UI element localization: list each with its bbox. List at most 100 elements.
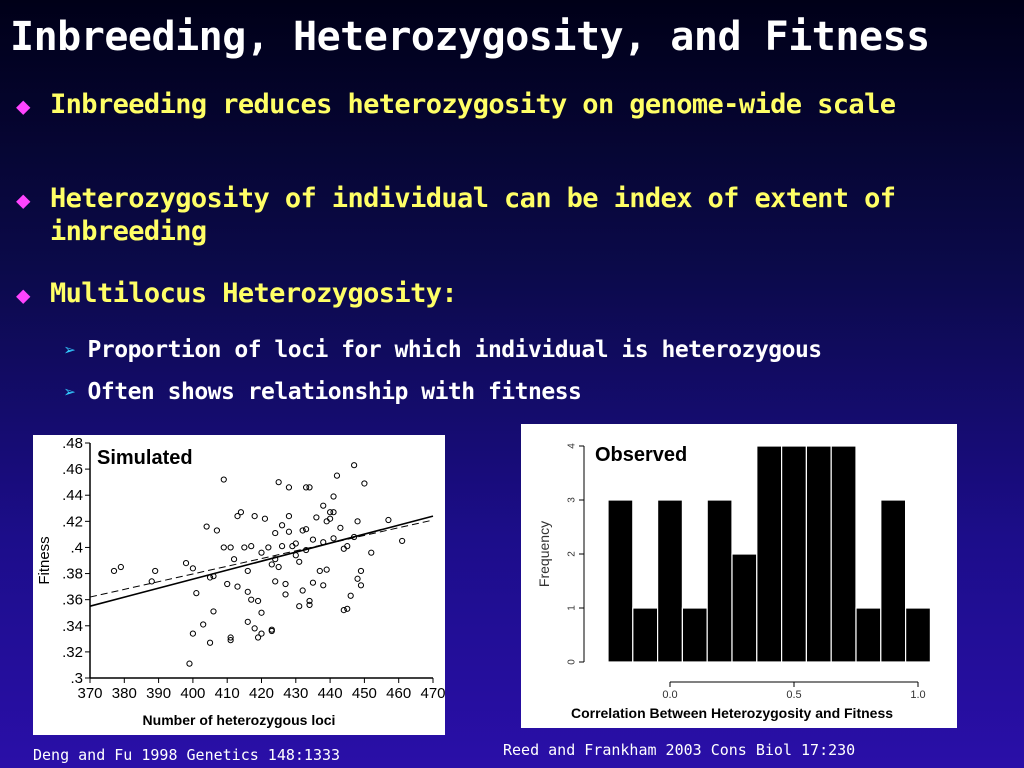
slide-title: Inbreeding, Heterozygosity, and Fitness	[10, 14, 930, 60]
data-point	[261, 515, 269, 522]
data-point	[241, 544, 248, 551]
data-point	[292, 552, 299, 559]
data-point	[340, 607, 347, 614]
data-point	[244, 588, 251, 595]
data-point	[354, 518, 361, 525]
data-point	[272, 529, 279, 537]
x-tick-label: 0.5	[786, 689, 801, 701]
chart-title: Simulated	[97, 447, 193, 469]
data-point	[354, 575, 361, 582]
histogram-bar	[905, 607, 932, 663]
data-point	[200, 621, 207, 628]
histogram-bar	[830, 445, 857, 663]
data-point	[351, 533, 358, 541]
arrow-icon: ➢	[64, 380, 76, 404]
citation-left: Deng and Fu 1998 Genetics 148:1333	[33, 746, 341, 764]
y-tick-label: .42	[62, 513, 83, 530]
data-point	[399, 537, 406, 545]
simulated-scatter-chart: .3 .32 .34 .36 .38 .4 .42 .44 .46 .48 370 380 390 400…	[36, 435, 446, 728]
bullet-inbreeding: ◆ Inbreeding reduces heterozygosity on g…	[16, 88, 976, 121]
arrow-icon: ➢	[64, 338, 76, 362]
data-point	[248, 543, 255, 550]
data-point	[323, 566, 330, 573]
data-point	[309, 536, 317, 543]
x-axis-label: Correlation Between Heterozygosity and F…	[571, 705, 893, 721]
data-point	[244, 567, 251, 575]
subbullet-text: Proportion of loci for which individual …	[87, 337, 823, 363]
data-point	[285, 513, 293, 520]
x-tick-label: 420	[249, 685, 274, 702]
x-tick-label: 380	[112, 685, 137, 702]
data-point	[306, 601, 313, 608]
data-point	[299, 527, 306, 534]
data-point	[254, 634, 262, 641]
data-point	[203, 523, 210, 530]
data-point	[152, 567, 159, 575]
y-tick-label: .4	[70, 539, 83, 556]
subbullet-fitness: ➢ Often shows relationship with fitness	[64, 379, 582, 405]
data-point	[258, 549, 265, 556]
y-tick-label: .32	[62, 644, 83, 661]
data-point	[309, 579, 317, 586]
x-tick-label: 410	[215, 685, 240, 702]
data-point	[278, 522, 286, 529]
data-point	[347, 592, 354, 599]
data-point	[316, 567, 323, 575]
regression-line	[89, 515, 434, 607]
observed-chart-panel: 0 1 2 3 4 0.0 0.5 1.0 Frequency Correlation Betwe…	[521, 424, 957, 728]
data-point	[320, 582, 327, 589]
data-point	[272, 556, 279, 563]
data-point	[302, 546, 310, 554]
data-point	[227, 634, 234, 641]
x-tick-label: 400	[180, 685, 205, 702]
x-tick-label: 460	[386, 685, 411, 702]
data-point	[292, 540, 299, 547]
data-point	[385, 516, 392, 524]
y-tick-label: .3	[70, 670, 83, 687]
y-tick-label: .34	[62, 618, 83, 635]
y-tick-label: 0	[567, 659, 578, 665]
data-point	[351, 462, 358, 469]
data-point	[206, 639, 214, 646]
data-point	[296, 603, 303, 610]
title-backdrop	[593, 438, 711, 468]
y-tick-label: 1	[567, 605, 578, 611]
histogram-bar	[880, 499, 907, 663]
histogram-bar	[731, 553, 758, 663]
data-point	[320, 539, 327, 546]
data-point	[330, 509, 337, 516]
data-point	[213, 527, 221, 534]
subbullet-proportion: ➢ Proportion of loci for which individual…	[64, 337, 822, 363]
data-point	[275, 563, 282, 571]
data-point	[227, 544, 234, 551]
expected-line	[89, 519, 434, 598]
data-point	[248, 596, 255, 603]
data-point	[268, 626, 275, 633]
data-point	[344, 605, 351, 612]
data-point	[357, 582, 365, 589]
data-point	[357, 567, 365, 575]
y-axis-label: Fitness	[36, 536, 53, 584]
data-point	[254, 597, 262, 605]
data-point	[313, 514, 320, 521]
y-tick-label: 3	[567, 497, 578, 503]
data-point	[296, 558, 303, 565]
chart-title: Observed	[595, 444, 687, 466]
y-axis-label: Frequency	[536, 521, 552, 587]
y-tick-label: .38	[62, 566, 83, 583]
data-point	[189, 630, 196, 637]
data-point	[244, 618, 251, 625]
data-point	[186, 660, 193, 667]
x-axis-label: Number of heterozygous loci	[143, 712, 336, 728]
data-point	[220, 544, 227, 551]
data-point	[282, 580, 289, 588]
data-point	[333, 472, 341, 479]
diamond-icon: ◆	[16, 281, 31, 309]
x-tick-label: 450	[352, 685, 377, 702]
data-point	[251, 625, 258, 632]
x-tick-label: 390	[146, 685, 171, 702]
data-point	[210, 573, 217, 580]
data-point	[258, 609, 265, 616]
x-tick-label: 0.0	[662, 689, 677, 701]
histogram-bar	[781, 445, 808, 663]
